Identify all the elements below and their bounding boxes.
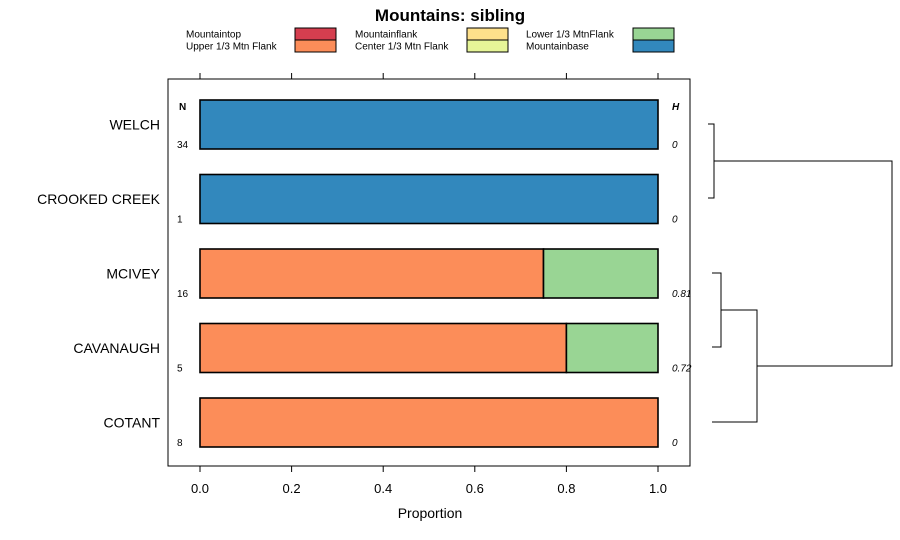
legend-swatch: [294, 39, 337, 53]
dendrogram-branch: [712, 272, 722, 348]
row-label: CAVANAUGH: [73, 340, 160, 356]
row-label: WELCH: [109, 117, 160, 133]
legend-swatch: [632, 39, 675, 53]
n-value: 16: [177, 289, 189, 300]
h-value: 0: [672, 215, 678, 226]
n-value: 1: [177, 215, 183, 226]
x-tick-label: 0.0: [191, 481, 209, 496]
legend-item: Mountainflank: [355, 27, 509, 41]
legend-label: Mountaintop: [186, 30, 241, 41]
h-header: H: [672, 102, 680, 113]
chart-title: Mountains: sibling: [375, 6, 525, 25]
legend-swatch: [466, 39, 509, 53]
legend-label: Upper 1/3 Mtn Flank: [186, 42, 278, 53]
x-axis-title: Proportion: [398, 505, 463, 521]
h-value: 0: [672, 438, 678, 449]
bar-rows: WELCH 34 0 CROOKED CREEK 1 0 MCIVEY 16 0.81 CAVAN…: [37, 99, 692, 449]
plot-panel: [167, 78, 691, 467]
legend-item: Mountaintop: [186, 27, 337, 41]
x-tick-label: 0.4: [374, 481, 392, 496]
legend-swatch: [294, 27, 337, 41]
legend-label: Mountainflank: [355, 30, 418, 41]
x-tick-label: 1.0: [649, 481, 667, 496]
bar-row: CAVANAUGH 5 0.72: [73, 322, 692, 375]
legend-item: Upper 1/3 Mtn Flank: [186, 39, 337, 53]
legend-item: Center 1/3 Mtn Flank: [355, 39, 509, 53]
legend-label: Center 1/3 Mtn Flank: [355, 42, 449, 53]
dendrogram-branch: [708, 123, 715, 199]
h-value: 0.81: [672, 289, 691, 300]
bar-row: COTANT 8 0: [103, 397, 678, 449]
legend-label: Lower 1/3 MtnFlank: [526, 30, 615, 41]
bar-segment: [199, 248, 545, 299]
h-value: 0: [672, 140, 678, 151]
legend-item: Mountainbase: [526, 39, 675, 53]
h-value: 0.72: [672, 364, 692, 375]
legend-swatch: [632, 27, 675, 41]
bar-row: CROOKED CREEK 1 0: [37, 173, 678, 226]
row-label: MCIVEY: [106, 266, 160, 282]
n-value: 5: [177, 364, 183, 375]
dendrogram-branch: [712, 309, 758, 423]
dendrogram-branch: [714, 160, 893, 367]
legend-label: Mountainbase: [526, 42, 589, 53]
row-label: CROOKED CREEK: [37, 191, 161, 207]
bar-segment: [199, 173, 659, 225]
bar-segment: [199, 397, 659, 448]
bar-segment: [565, 322, 659, 374]
x-tick-label: 0.8: [557, 481, 575, 496]
n-value: 8: [177, 438, 183, 449]
row-label: COTANT: [103, 415, 160, 431]
bar-row: MCIVEY 16 0.81: [106, 248, 691, 300]
n-value: 34: [177, 140, 189, 151]
bar-segment: [542, 248, 659, 299]
x-axis: 0.0 0.2 0.4 0.6 0.8 1.0: [191, 73, 667, 496]
legend-swatch: [466, 27, 509, 41]
bar-segment: [199, 99, 659, 150]
bar-segment: [199, 322, 568, 374]
dendrogram: [708, 123, 893, 423]
bar-row: WELCH 34 0: [109, 99, 678, 151]
n-header: N: [179, 102, 186, 113]
x-tick-label: 0.2: [283, 481, 301, 496]
x-tick-label: 0.6: [466, 481, 484, 496]
legend-item: Lower 1/3 MtnFlank: [526, 27, 675, 41]
